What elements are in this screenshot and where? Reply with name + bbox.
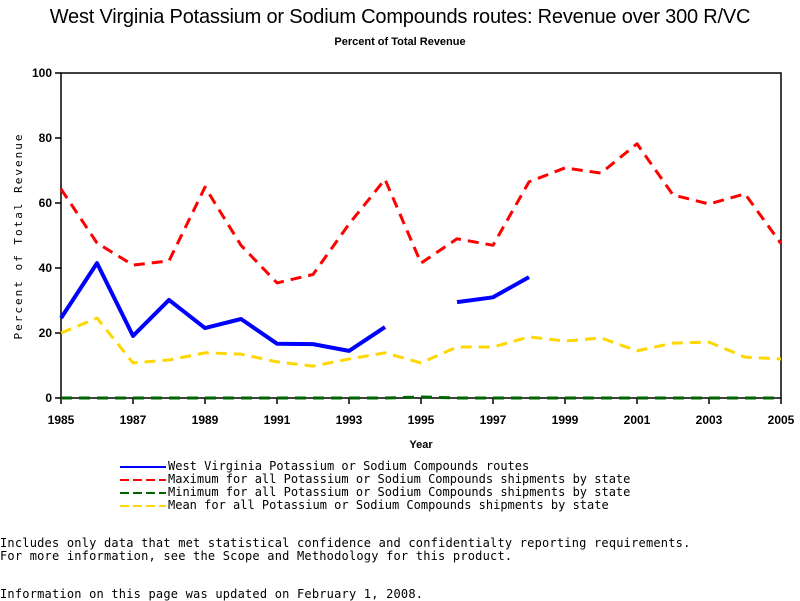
line-chart: 0 20 40 60 80 100 1985 1987 1989 1991 1993 1995 1997… — [0, 0, 800, 460]
series-3 — [61, 318, 781, 366]
legend: West Virginia Potassium or Sodium Compou… — [120, 460, 630, 512]
x-tick-label: 1995 — [408, 413, 435, 427]
y-tick-label: 40 — [39, 261, 53, 275]
series-line — [61, 144, 781, 283]
x-tick-label: 1997 — [480, 413, 507, 427]
plot-frame — [61, 73, 781, 398]
series-line — [61, 397, 781, 398]
axes: 0 20 40 60 80 100 1985 1987 1989 1991 1993 1995 1997… — [32, 66, 795, 427]
y-tick-label: 80 — [39, 131, 53, 145]
series-1 — [61, 144, 781, 283]
legend-swatch-dashed — [120, 501, 168, 511]
series-line — [61, 318, 781, 366]
y-tick-label: 20 — [39, 326, 53, 340]
legend-swatch-solid — [120, 462, 168, 472]
x-tick-label: 2001 — [624, 413, 651, 427]
y-axis-label: Percent of Total Revenue — [12, 133, 25, 340]
series-line — [61, 263, 385, 351]
series-line — [457, 277, 529, 302]
x-tick-label: 1985 — [48, 413, 75, 427]
note-methodology: For more information, see the Scope and … — [0, 549, 512, 563]
legend-item: Mean for all Potassium or Sodium Compoun… — [120, 499, 630, 512]
x-tick-label: 2003 — [696, 413, 723, 427]
x-tick-label: 2005 — [768, 413, 795, 427]
x-axis-label: Year — [409, 439, 433, 451]
legend-swatch-dashed — [120, 475, 168, 485]
legend-label: Mean for all Potassium or Sodium Compoun… — [168, 499, 609, 512]
legend-swatch-dashed — [120, 488, 168, 498]
series-0 — [61, 263, 529, 351]
y-tick-label: 0 — [45, 391, 52, 405]
x-tick-label: 1999 — [552, 413, 579, 427]
x-tick-label: 1991 — [264, 413, 291, 427]
note-confidence: Includes only data that met statistical … — [0, 536, 691, 550]
x-tick-label: 1987 — [120, 413, 147, 427]
note-updated: Information on this page was updated on … — [0, 587, 423, 601]
y-tick-label: 60 — [39, 196, 53, 210]
series-layer — [61, 144, 781, 398]
y-tick-label: 100 — [32, 66, 52, 80]
x-tick-label: 1993 — [336, 413, 363, 427]
x-tick-label: 1989 — [192, 413, 219, 427]
